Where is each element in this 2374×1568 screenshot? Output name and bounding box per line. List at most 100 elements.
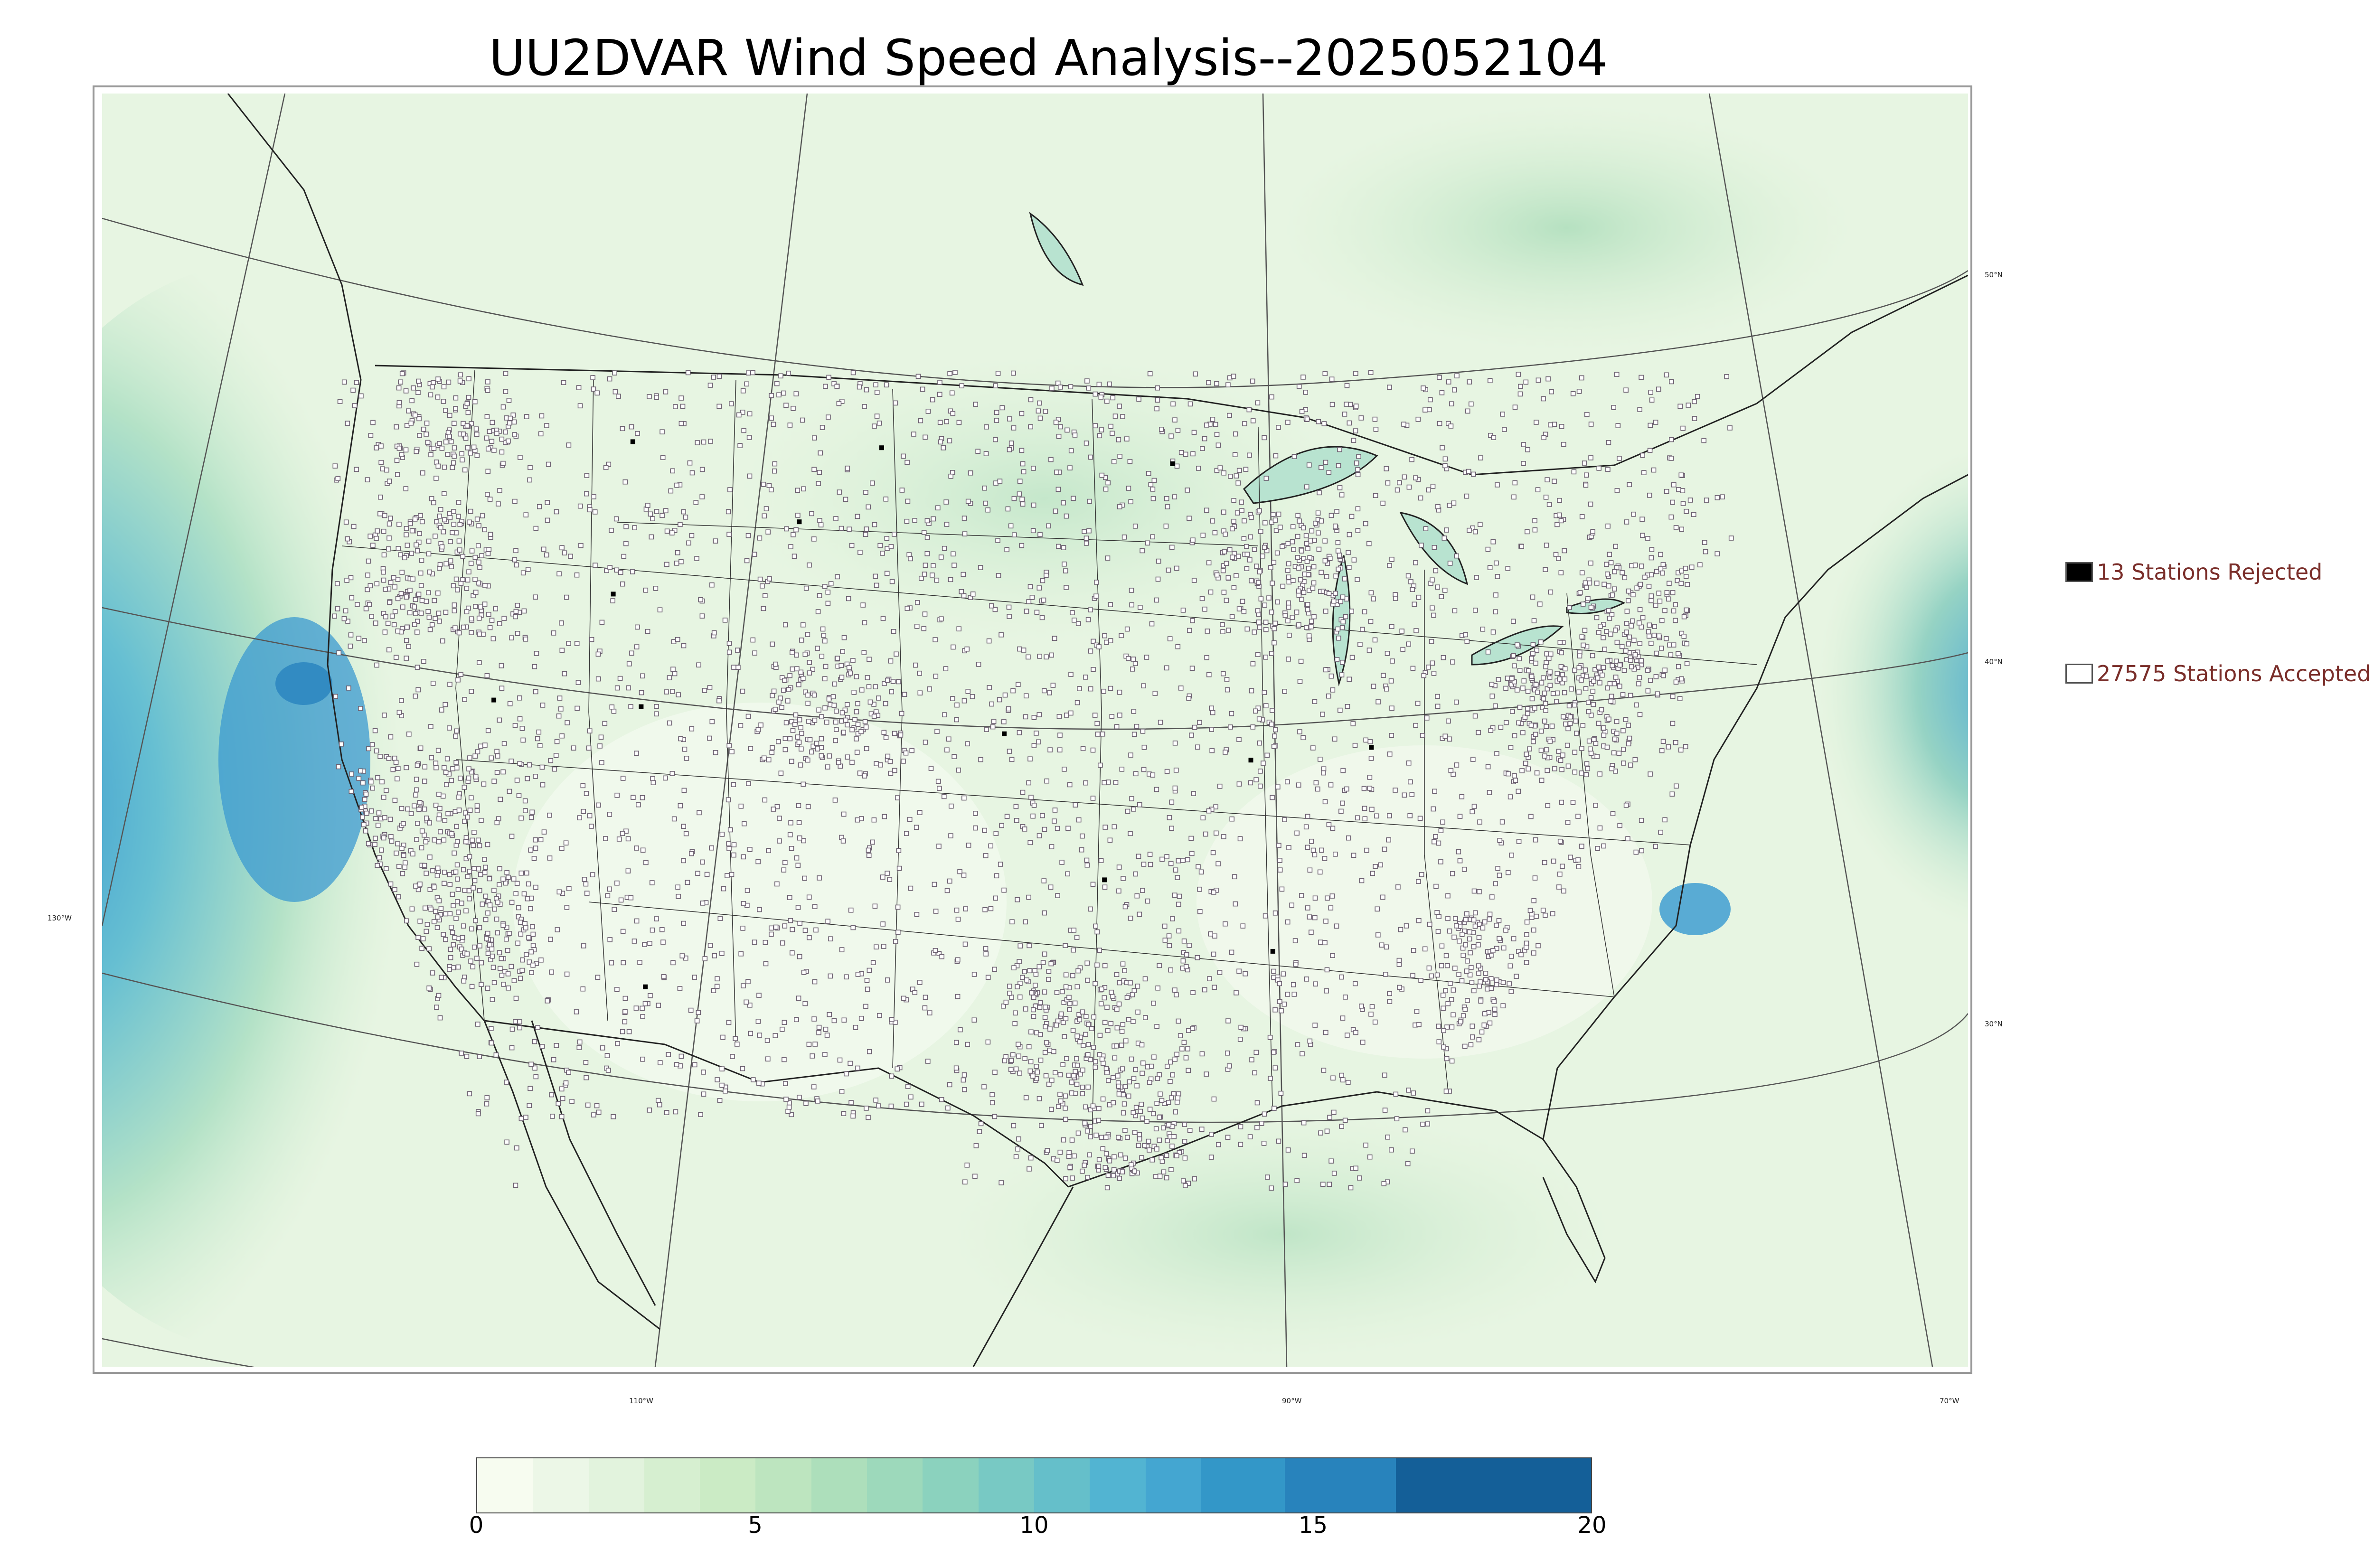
station-accepted-marker [1703,549,1708,554]
station-accepted-marker [1259,1121,1264,1126]
station-accepted-marker [433,616,438,621]
station-accepted-marker [763,961,769,967]
station-accepted-marker [1320,712,1325,717]
station-accepted-marker [725,797,731,803]
station-accepted-marker [885,871,890,876]
station-accepted-marker [1612,736,1618,742]
station-accepted-marker [399,698,404,703]
station-accepted-marker [1432,839,1437,845]
station-accepted-marker [332,463,338,469]
station-accepted-marker [1127,1079,1132,1085]
station-accepted-marker [1230,554,1235,560]
station-accepted-marker [1516,372,1521,377]
station-accepted-marker [1666,596,1671,602]
station-accepted-marker [462,697,467,702]
station-accepted-marker [1272,640,1277,646]
station-accepted-marker [358,393,364,399]
station-accepted-marker [803,585,809,591]
station-accepted-marker [1601,665,1606,670]
station-accepted-marker [989,1100,995,1106]
station-accepted-marker [1595,675,1601,681]
station-accepted-marker [533,845,538,851]
station-accepted-marker [374,662,379,668]
station-accepted-marker [1669,437,1674,442]
station-accepted-marker [650,780,656,785]
station-accepted-marker [1531,739,1536,744]
station-accepted-marker [1669,379,1674,385]
station-accepted-marker [1557,872,1563,877]
station-accepted-marker [1181,1178,1186,1183]
station-accepted-marker [484,414,490,420]
station-accepted-marker [894,651,899,657]
station-accepted-marker [1016,1136,1021,1142]
station-accepted-marker [1241,609,1247,614]
station-accepted-marker [392,584,398,590]
station-accepted-marker [401,853,406,858]
station-accepted-marker [873,684,878,689]
station-accepted-marker [532,664,537,669]
station-accepted-marker [959,383,964,389]
station-accepted-marker [1185,488,1190,493]
station-accepted-marker [1533,837,1538,843]
station-accepted-marker [917,690,923,695]
station-accepted-marker [1088,686,1093,692]
station-accepted-marker [755,859,761,864]
station-accepted-marker [485,492,490,497]
station-accepted-marker [930,397,935,403]
station-accepted-marker [460,457,465,463]
station-accepted-marker [1327,1115,1332,1120]
station-rejected-marker [639,704,644,709]
station-accepted-marker [1545,803,1551,808]
station-accepted-marker [992,607,998,612]
station-accepted-marker [482,527,488,533]
station-accepted-marker [845,702,850,707]
station-accepted-marker [554,509,559,515]
station-accepted-marker [782,923,788,929]
station-accepted-marker [1209,727,1214,732]
station-accepted-marker [1319,465,1324,470]
station-accepted-marker [485,986,490,991]
station-accepted-marker [1604,629,1609,634]
station-accepted-marker [580,783,586,789]
station-accepted-marker [1402,792,1407,798]
station-accepted-marker [805,757,810,763]
station-accepted-marker [1074,1062,1080,1068]
station-accepted-marker [961,516,967,521]
station-accepted-marker [933,909,939,914]
station-accepted-marker [1436,1039,1442,1044]
station-accepted-marker [504,1080,509,1085]
station-accepted-marker [850,658,856,663]
station-accepted-marker [1549,389,1554,394]
station-accepted-marker [807,660,812,665]
station-accepted-marker [501,982,506,987]
station-accepted-marker [1295,513,1300,518]
station-accepted-marker [428,724,433,729]
station-accepted-marker [726,532,732,537]
station-accepted-marker [1330,1075,1336,1081]
station-accepted-marker [1339,672,1345,677]
station-accepted-marker [997,697,1002,703]
station-accepted-marker [1052,807,1058,813]
station-accepted-marker [1129,1162,1134,1167]
station-accepted-marker [1103,1066,1109,1071]
station-accepted-marker [723,1089,728,1094]
station-accepted-marker [595,975,601,980]
station-accepted-marker [1473,910,1478,916]
station-accepted-marker [1594,581,1600,586]
station-accepted-marker [970,694,975,699]
station-accepted-marker [861,650,867,655]
station-accepted-marker [1727,425,1733,431]
station-accepted-marker [424,929,429,934]
station-accepted-marker [404,918,409,924]
station-accepted-marker [479,960,484,966]
station-accepted-marker [1095,732,1101,737]
station-accepted-marker [1464,968,1470,974]
station-accepted-marker [1597,680,1602,685]
station-accepted-marker [815,609,821,614]
station-accepted-marker [1028,424,1033,430]
station-accepted-marker [1306,633,1312,638]
station-accepted-marker [1221,470,1226,476]
station-accepted-marker [802,928,808,933]
station-accepted-marker [520,957,525,963]
